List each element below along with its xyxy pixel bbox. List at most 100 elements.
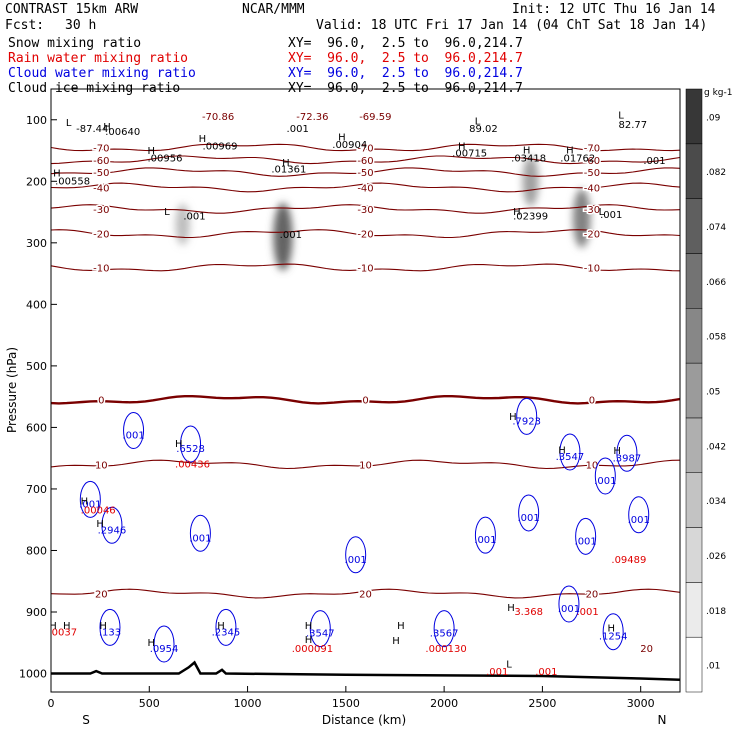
high-marker: H — [53, 168, 61, 179]
cloud-water-contour — [628, 496, 650, 534]
init-time: Init: 12 UTC Thu 16 Jan 14 — [512, 2, 716, 17]
high-marker: H — [305, 635, 313, 646]
isotherm-label: 0 — [362, 396, 368, 407]
extremum-label: .001 — [345, 555, 367, 566]
y-tick-label: 400 — [26, 298, 47, 311]
low-marker: L — [506, 659, 512, 670]
colorbar: .01 .018 .026 .034 .042 .05 .058 .066 .074 .082 .0… — [685, 88, 726, 693]
north-endpoint: N — [658, 713, 667, 727]
extremum-label: .001 — [594, 476, 616, 487]
isotherm-10 — [51, 459, 680, 470]
y-tick-label: 900 — [26, 606, 47, 619]
extremum-label: .00904 — [332, 140, 367, 151]
extremum-label: .001 — [474, 535, 496, 546]
cloud-water-contour — [594, 457, 616, 495]
colorbar-label: .042 — [706, 442, 726, 452]
cloud-water-contour — [309, 610, 331, 648]
colorbar-swatch — [685, 143, 703, 199]
extremum-label: .001 — [183, 211, 205, 222]
cloud-water-contour — [474, 516, 496, 554]
extremum-label: .001 — [287, 124, 309, 135]
colorbar-label: .082 — [706, 168, 726, 178]
high-marker: H — [103, 122, 111, 133]
colorbar-swatch — [685, 362, 703, 419]
extremum-label: .000091 — [292, 644, 333, 655]
field-snow-xy: XY= 96.0, 2.5 to 96.0,214.7 — [288, 36, 523, 51]
extremum-label: .0037 — [48, 627, 77, 638]
extremum-label: .6528 — [176, 444, 205, 455]
cloud-water-contour — [559, 433, 581, 471]
isotherm-label: -70 — [93, 143, 109, 154]
extremum-label: 82.77 — [619, 120, 648, 131]
y-tick-label: 600 — [26, 421, 47, 434]
high-marker: H — [458, 141, 466, 152]
high-marker: H — [147, 146, 155, 157]
colorbar-label: .026 — [706, 552, 726, 562]
extremum-label: .001 — [643, 156, 665, 167]
isotherm--10 — [51, 263, 680, 272]
product-title: CONTRAST 15km ARW — [5, 2, 139, 17]
extremum-label: .3547 — [306, 629, 335, 640]
plot-area: -70 -70 -70-60 -60 -60-50 -50 -50-40 -40 -40-30-… — [48, 111, 680, 681]
extremum-label: .01762 — [560, 154, 595, 165]
isotherm-label: -10 — [584, 263, 600, 274]
colorbar-swatch — [685, 636, 703, 693]
colorbar-label: .09 — [706, 113, 721, 123]
low-marker: L — [66, 118, 72, 129]
colorbar-swatch — [685, 198, 703, 254]
isotherm-label: -40 — [93, 183, 109, 194]
high-marker: H — [392, 636, 400, 647]
cloud-water-contour — [345, 536, 367, 574]
extremum-label: .00956 — [148, 154, 183, 165]
isotherm-20 — [51, 588, 680, 599]
isotherm-label: -50 — [357, 168, 373, 179]
extremum-label: .2345 — [212, 627, 241, 638]
cloud-water-contour — [99, 608, 121, 646]
isotherm-label: -20 — [93, 230, 109, 241]
field-cloudwater-xy: XY= 96.0, 2.5 to 96.0,214.7 — [288, 66, 523, 81]
y-tick-label: 500 — [26, 360, 47, 373]
extremum-label: -69.59 — [359, 112, 391, 123]
high-marker: H — [558, 445, 566, 456]
high-marker: H — [63, 621, 71, 632]
isotherm--30 — [51, 204, 680, 214]
center-label: NCAR/MMM — [242, 2, 305, 17]
isotherm-label: -50 — [584, 168, 600, 179]
extremum-label: .00969 — [203, 141, 238, 152]
high-marker: H — [613, 446, 621, 457]
extremum-label: .001 — [486, 667, 508, 678]
south-endpoint: S — [82, 713, 90, 727]
extremum-label: .001 — [576, 607, 598, 618]
isotherm-label: -60 — [357, 156, 373, 167]
extremum-label: .1254 — [599, 632, 628, 643]
extremum-label: .001 — [79, 499, 101, 510]
x-tick-label: 2000 — [430, 697, 458, 710]
extremum-label: 3.368 — [514, 607, 543, 618]
colorbar-label: .034 — [706, 497, 726, 507]
cloud-water-contour — [575, 517, 597, 555]
y-tick-label: 100 — [26, 114, 47, 127]
isotherm-label: -30 — [93, 205, 109, 216]
fcst-label: Fcst: — [5, 18, 45, 33]
high-marker: H — [217, 621, 225, 632]
isotherm-label: 10 — [359, 460, 372, 471]
cloud-water-contour — [153, 625, 175, 663]
isotherm-label: 20 — [359, 590, 372, 601]
x-axis-title: Distance (km) — [322, 713, 406, 727]
high-marker: H — [397, 621, 405, 632]
extremum-label: .7923 — [512, 416, 541, 427]
isotherm-label: -70 — [584, 143, 600, 154]
high-marker: H — [523, 146, 531, 157]
isotherm-label: -60 — [93, 156, 109, 167]
extremum-label: .001 — [535, 667, 557, 678]
x-tick-label: 3000 — [627, 697, 655, 710]
valid-time: Valid: 18 UTC Fri 17 Jan 14 (04 ChT Sat … — [316, 18, 708, 33]
high-marker: H — [175, 439, 183, 450]
snow-max-0 — [273, 202, 293, 271]
fcst-value: 30 h — [65, 18, 97, 33]
cloud-water-contour — [558, 585, 580, 623]
colorbar-swatch — [685, 253, 703, 309]
cloud-water-contour — [79, 480, 101, 518]
isotherm-label: -20 — [584, 230, 600, 241]
